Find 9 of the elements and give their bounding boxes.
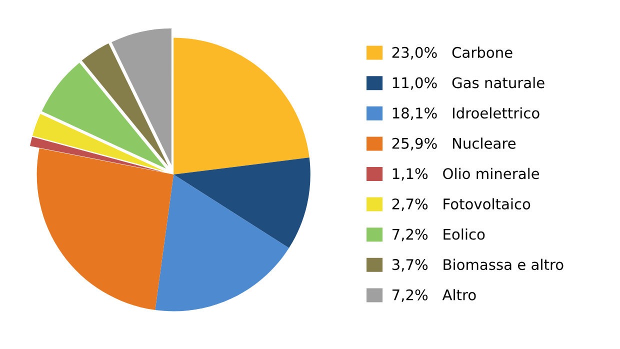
legend-label: 18,1% Idroelettrico <box>392 107 540 120</box>
legend-label: 7,2% Eolico <box>392 228 485 242</box>
legend-label: 1,1% Olio minerale <box>392 168 540 181</box>
legend-label: 11,0% Gas naturale <box>392 76 544 90</box>
legend-label: 2,7% Fotovoltaico <box>392 198 530 211</box>
legend-label: 23,0% Carbone <box>392 46 512 60</box>
legend-label: 7,2% Altro <box>392 289 476 302</box>
legend-label: 25,9% Nucleare <box>392 138 516 150</box>
legend-label: 3,7% Biomassa e altro <box>392 258 564 272</box>
